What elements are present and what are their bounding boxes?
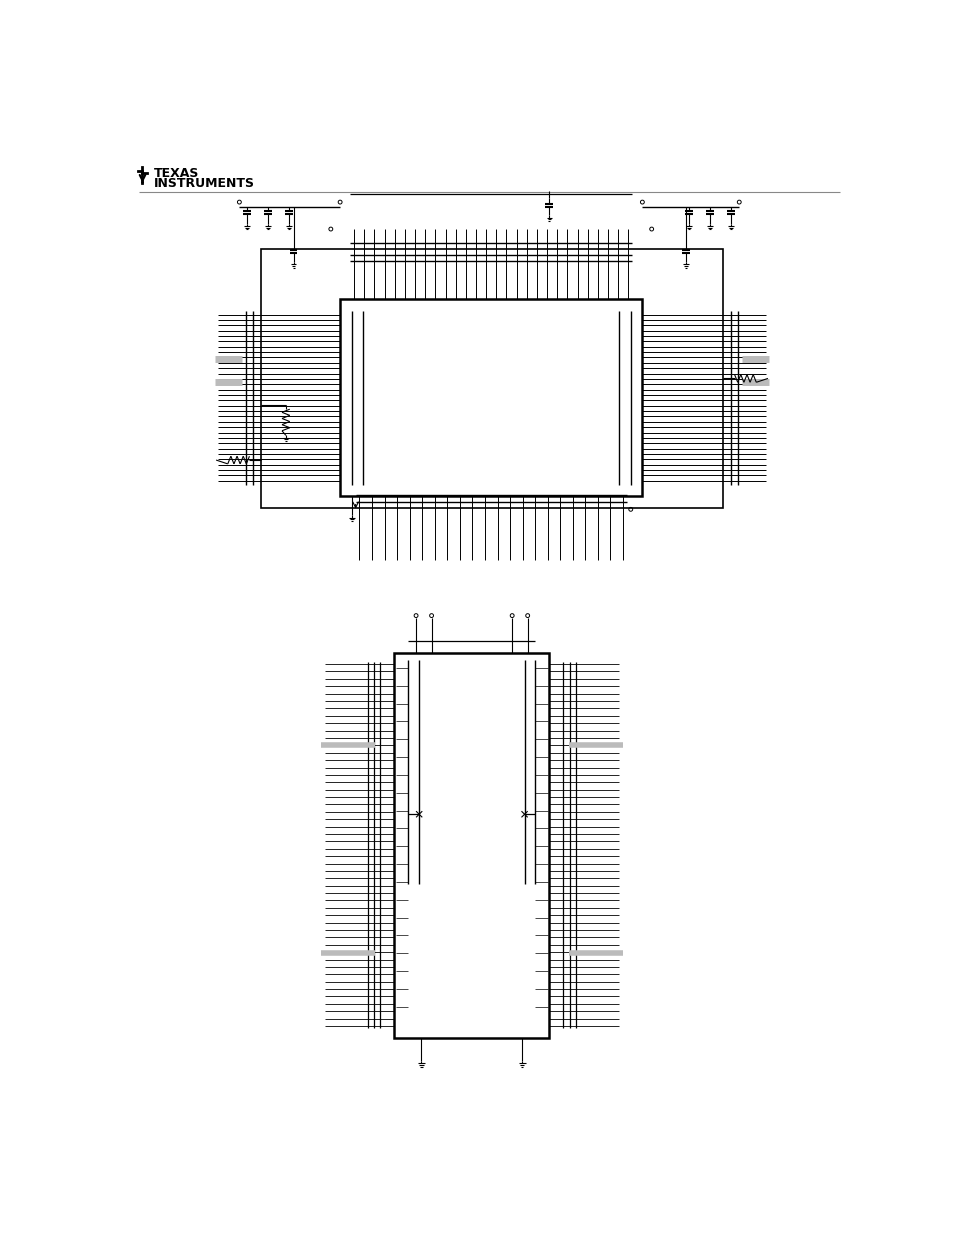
Text: TEXAS: TEXAS bbox=[154, 168, 199, 180]
Bar bbox=[394, 652, 549, 1037]
Bar bbox=[261, 249, 722, 508]
Bar bbox=[340, 299, 641, 496]
Text: INSTRUMENTS: INSTRUMENTS bbox=[154, 178, 254, 190]
